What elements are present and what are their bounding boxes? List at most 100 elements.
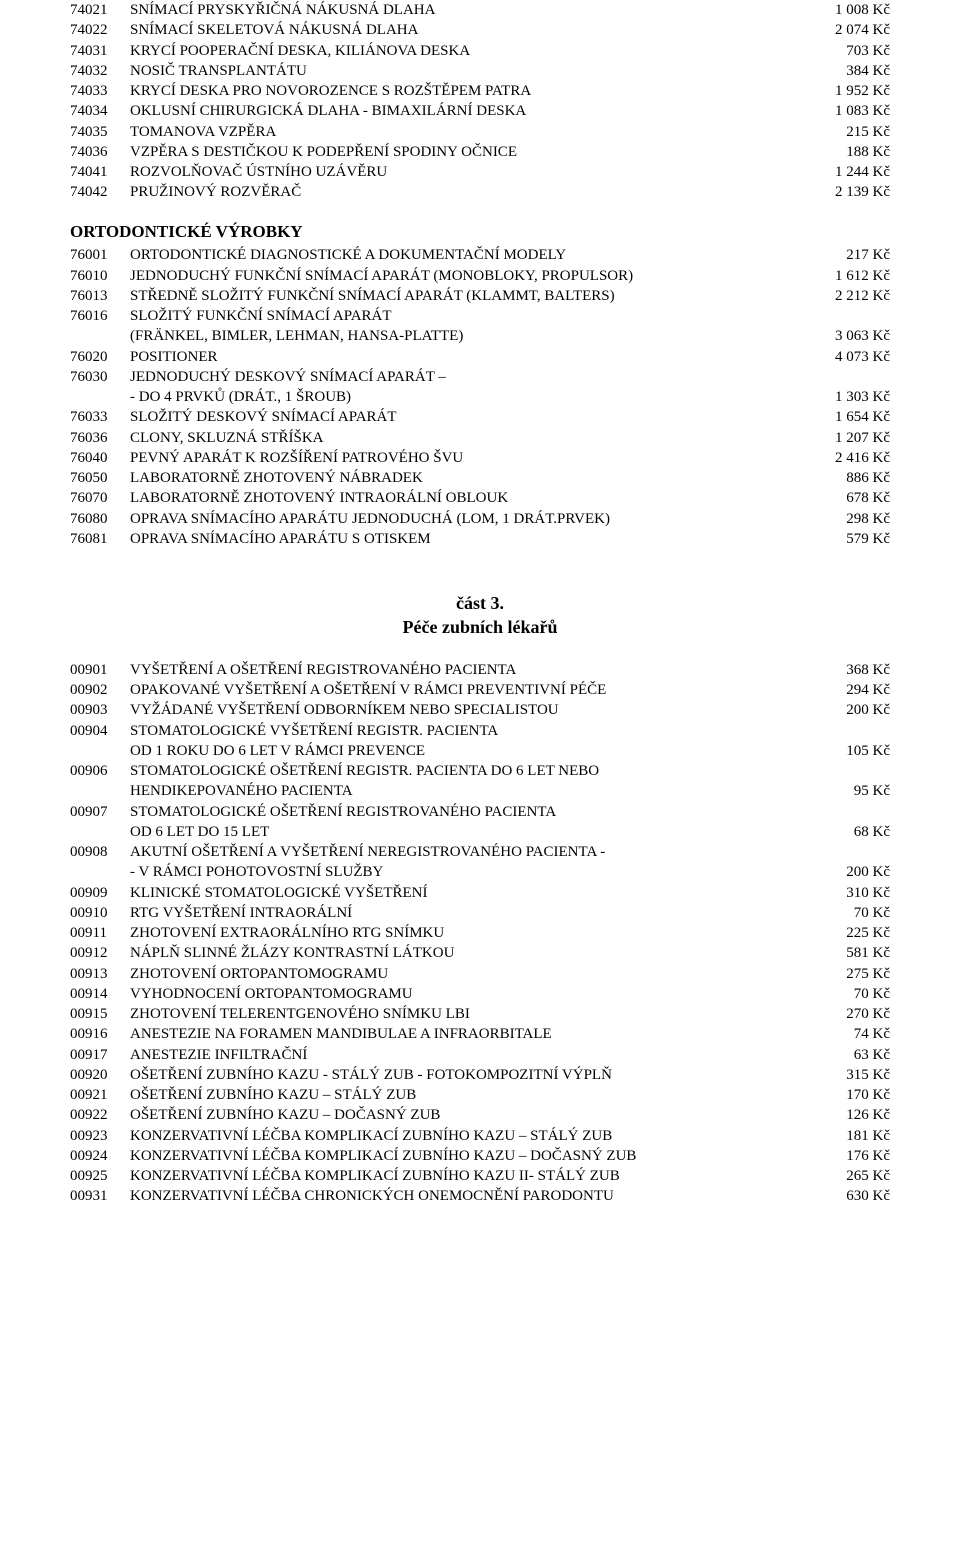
price-row: - DO 4 PRVKŮ (DRÁT., 1 ŠROUB)1 303 Kč bbox=[70, 387, 890, 407]
item-code: 76081 bbox=[70, 529, 130, 549]
item-code: 76001 bbox=[70, 245, 130, 265]
item-price: 1 303 Kč bbox=[800, 387, 890, 407]
price-row: 00917ANESTEZIE INFILTRAČNÍ63 Kč bbox=[70, 1045, 890, 1065]
price-row: 00911ZHOTOVENÍ EXTRAORÁLNÍHO RTG SNÍMKU2… bbox=[70, 923, 890, 943]
item-price: 170 Kč bbox=[800, 1085, 890, 1105]
price-row: 76033SLOŽITÝ DESKOVÝ SNÍMACÍ APARÁT1 654… bbox=[70, 407, 890, 427]
item-desc: STOMATOLOGICKÉ OŠETŘENÍ REGISTR. PACIENT… bbox=[130, 761, 800, 781]
item-code: 76040 bbox=[70, 448, 130, 468]
item-desc: JEDNODUCHÝ DESKOVÝ SNÍMACÍ APARÁT – bbox=[130, 367, 800, 387]
item-code: 00901 bbox=[70, 660, 130, 680]
price-row: 74041ROZVOLŇOVAČ ÚSTNÍHO UZÁVĚRU1 244 Kč bbox=[70, 162, 890, 182]
price-row: 74036VZPĚRA S DESTIČKOU K PODEPŘENÍ SPOD… bbox=[70, 142, 890, 162]
item-price: 70 Kč bbox=[800, 903, 890, 923]
item-desc: PEVNÝ APARÁT K ROZŠÍŘENÍ PATROVÉHO ŠVU bbox=[130, 448, 800, 468]
item-price: 181 Kč bbox=[800, 1126, 890, 1146]
item-code: 76016 bbox=[70, 306, 130, 326]
item-desc: VZPĚRA S DESTIČKOU K PODEPŘENÍ SPODINY O… bbox=[130, 142, 800, 162]
price-row: 00907STOMATOLOGICKÉ OŠETŘENÍ REGISTROVAN… bbox=[70, 802, 890, 822]
item-desc: SNÍMACÍ SKELETOVÁ NÁKUSNÁ DLAHA bbox=[130, 20, 800, 40]
item-desc: OPRAVA SNÍMACÍHO APARÁTU JEDNODUCHÁ (LOM… bbox=[130, 509, 800, 529]
price-row: 74032NOSIČ TRANSPLANTÁTU384 Kč bbox=[70, 61, 890, 81]
item-code: 00906 bbox=[70, 761, 130, 781]
item-desc: VYHODNOCENÍ ORTOPANTOMOGRAMU bbox=[130, 984, 800, 1004]
item-desc: PRUŽINOVÝ ROZVĚRAČ bbox=[130, 182, 800, 202]
item-code: 00902 bbox=[70, 680, 130, 700]
item-code: 76013 bbox=[70, 286, 130, 306]
price-row: 00915ZHOTOVENÍ TELERENTGENOVÉHO SNÍMKU L… bbox=[70, 1004, 890, 1024]
item-code: 00908 bbox=[70, 842, 130, 862]
item-code: 00916 bbox=[70, 1024, 130, 1044]
price-list-section-1: 74021SNÍMACÍ PRYSKYŘIČNÁ NÁKUSNÁ DLAHA1 … bbox=[70, 0, 890, 203]
item-code: 74032 bbox=[70, 61, 130, 81]
item-price: 105 Kč bbox=[800, 741, 890, 761]
item-code: 00917 bbox=[70, 1045, 130, 1065]
item-code: 74022 bbox=[70, 20, 130, 40]
item-code: 74041 bbox=[70, 162, 130, 182]
item-price: 1 952 Kč bbox=[800, 81, 890, 101]
item-code: 00907 bbox=[70, 802, 130, 822]
item-desc: HENDIKEPOVANÉHO PACIENTA bbox=[130, 781, 800, 801]
item-desc: OD 6 LET DO 15 LET bbox=[130, 822, 800, 842]
price-row: 76080OPRAVA SNÍMACÍHO APARÁTU JEDNODUCHÁ… bbox=[70, 509, 890, 529]
item-desc: CLONY, SKLUZNÁ STŘÍŠKA bbox=[130, 428, 800, 448]
item-price: 265 Kč bbox=[800, 1166, 890, 1186]
price-row: 00912NÁPLŇ SLINNÉ ŽLÁZY KONTRASTNÍ LÁTKO… bbox=[70, 943, 890, 963]
item-price: 1 008 Kč bbox=[800, 0, 890, 20]
price-row: 00913ZHOTOVENÍ ORTOPANTOMOGRAMU275 Kč bbox=[70, 964, 890, 984]
price-row: 74042PRUŽINOVÝ ROZVĚRAČ2 139 Kč bbox=[70, 182, 890, 202]
item-price: 270 Kč bbox=[800, 1004, 890, 1024]
price-row: 74031KRYCÍ POOPERAČNÍ DESKA, KILIÁNOVA D… bbox=[70, 41, 890, 61]
price-row: 00901VYŠETŘENÍ A OŠETŘENÍ REGISTROVANÉHO… bbox=[70, 660, 890, 680]
price-row: 00909KLINICKÉ STOMATOLOGICKÉ VYŠETŘENÍ31… bbox=[70, 883, 890, 903]
item-desc: - DO 4 PRVKŮ (DRÁT., 1 ŠROUB) bbox=[130, 387, 800, 407]
item-desc: KONZERVATIVNÍ LÉČBA KOMPLIKACÍ ZUBNÍHO K… bbox=[130, 1166, 800, 1186]
item-price: 1 207 Kč bbox=[800, 428, 890, 448]
item-desc: JEDNODUCHÝ FUNKČNÍ SNÍMACÍ APARÁT (MONOB… bbox=[130, 266, 800, 286]
price-row: 74034OKLUSNÍ CHIRURGICKÁ DLAHA - BIMAXIL… bbox=[70, 101, 890, 121]
item-code: 00923 bbox=[70, 1126, 130, 1146]
item-desc: LABORATORNĚ ZHOTOVENÝ NÁBRADEK bbox=[130, 468, 800, 488]
item-code: 00903 bbox=[70, 700, 130, 720]
price-row: 00914VYHODNOCENÍ ORTOPANTOMOGRAMU70 Kč bbox=[70, 984, 890, 1004]
item-desc: STOMATOLOGICKÉ OŠETŘENÍ REGISTROVANÉHO P… bbox=[130, 802, 800, 822]
item-code: 74034 bbox=[70, 101, 130, 121]
item-code: 76033 bbox=[70, 407, 130, 427]
item-price: 2 074 Kč bbox=[800, 20, 890, 40]
item-desc: ZHOTOVENÍ EXTRAORÁLNÍHO RTG SNÍMKU bbox=[130, 923, 800, 943]
item-price: 275 Kč bbox=[800, 964, 890, 984]
price-row: 76081OPRAVA SNÍMACÍHO APARÁTU S OTISKEM5… bbox=[70, 529, 890, 549]
item-code: 76070 bbox=[70, 488, 130, 508]
item-price: 70 Kč bbox=[800, 984, 890, 1004]
price-row: 00931KONZERVATIVNÍ LÉČBA CHRONICKÝCH ONE… bbox=[70, 1186, 890, 1206]
price-row: (FRÄNKEL, BIMLER, LEHMAN, HANSA-PLATTE)3… bbox=[70, 326, 890, 346]
price-row: 76040PEVNÝ APARÁT K ROZŠÍŘENÍ PATROVÉHO … bbox=[70, 448, 890, 468]
item-code: 00904 bbox=[70, 721, 130, 741]
price-row: 74022SNÍMACÍ SKELETOVÁ NÁKUSNÁ DLAHA2 07… bbox=[70, 20, 890, 40]
item-price: 315 Kč bbox=[800, 1065, 890, 1085]
item-desc: KONZERVATIVNÍ LÉČBA CHRONICKÝCH ONEMOCNĚ… bbox=[130, 1186, 800, 1206]
price-row: 74021SNÍMACÍ PRYSKYŘIČNÁ NÁKUSNÁ DLAHA1 … bbox=[70, 0, 890, 20]
item-price: 294 Kč bbox=[800, 680, 890, 700]
price-row: 74033KRYCÍ DESKA PRO NOVOROZENCE S ROZŠT… bbox=[70, 81, 890, 101]
price-list-section-ortho: 76001ORTODONTICKÉ DIAGNOSTICKÉ A DOKUMEN… bbox=[70, 245, 890, 549]
item-desc: VYŽÁDANÉ VYŠETŘENÍ ODBORNÍKEM NEBO SPECI… bbox=[130, 700, 800, 720]
price-row: 74035TOMANOVA VZPĚRA215 Kč bbox=[70, 122, 890, 142]
item-code: 74031 bbox=[70, 41, 130, 61]
item-price: 581 Kč bbox=[800, 943, 890, 963]
item-code: 74033 bbox=[70, 81, 130, 101]
item-desc: ORTODONTICKÉ DIAGNOSTICKÉ A DOKUMENTAČNÍ… bbox=[130, 245, 800, 265]
item-price: 217 Kč bbox=[800, 245, 890, 265]
item-price: 68 Kč bbox=[800, 822, 890, 842]
item-price: 579 Kč bbox=[800, 529, 890, 549]
page: 74021SNÍMACÍ PRYSKYŘIČNÁ NÁKUSNÁ DLAHA1 … bbox=[0, 0, 960, 1247]
price-row: 76016SLOŽITÝ FUNKČNÍ SNÍMACÍ APARÁT bbox=[70, 306, 890, 326]
item-price: 2 139 Kč bbox=[800, 182, 890, 202]
item-price: 4 073 Kč bbox=[800, 347, 890, 367]
price-row: 00916ANESTEZIE NA FORAMEN MANDIBULAE A I… bbox=[70, 1024, 890, 1044]
item-price: 678 Kč bbox=[800, 488, 890, 508]
item-desc: LABORATORNĚ ZHOTOVENÝ INTRAORÁLNÍ OBLOUK bbox=[130, 488, 800, 508]
price-row: 76070LABORATORNĚ ZHOTOVENÝ INTRAORÁLNÍ O… bbox=[70, 488, 890, 508]
item-desc: KONZERVATIVNÍ LÉČBA KOMPLIKACÍ ZUBNÍHO K… bbox=[130, 1146, 800, 1166]
item-code: 74036 bbox=[70, 142, 130, 162]
